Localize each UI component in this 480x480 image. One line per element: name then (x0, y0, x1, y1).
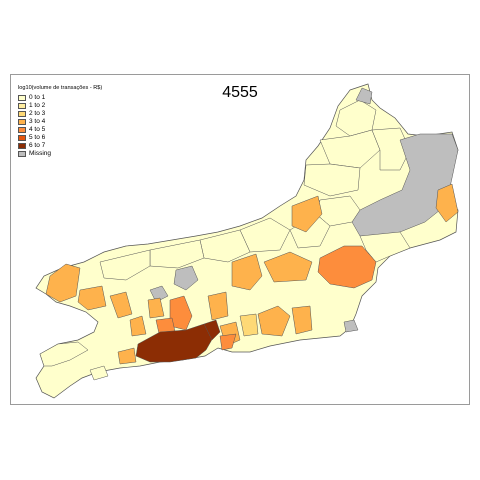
municipality (77, 285, 107, 311)
legend-label: 2 to 3 (29, 110, 46, 117)
municipality (99, 249, 151, 281)
legend-item: 6 to 7 (18, 142, 102, 150)
municipality (435, 183, 459, 223)
legend-item: 2 to 3 (18, 110, 102, 118)
municipality (303, 163, 361, 197)
map-title: 4555 (222, 84, 258, 101)
municipality (109, 291, 133, 319)
legend-item: 1 to 2 (18, 102, 102, 110)
municipality-missing (173, 265, 199, 291)
legend-item: 5 to 6 (18, 134, 102, 142)
municipality (89, 365, 109, 381)
municipality (129, 315, 147, 337)
legend-swatch (18, 95, 26, 101)
municipality (263, 251, 313, 283)
municipality (39, 341, 89, 367)
municipality (207, 291, 229, 321)
legend-label: 3 to 4 (29, 118, 46, 125)
legend-label: 5 to 6 (29, 134, 46, 141)
legend-label: 0 to 1 (29, 94, 46, 101)
municipality (135, 323, 215, 363)
municipality (219, 333, 237, 351)
municipality-missing (343, 319, 359, 333)
legend-swatch (18, 127, 26, 133)
legend-item: Missing (18, 150, 102, 158)
legend: log10(volume de transações - R$) 0 to 1 … (18, 85, 102, 158)
municipality (359, 231, 411, 263)
legend-item: 3 to 4 (18, 118, 102, 126)
municipality (239, 313, 259, 337)
municipality (291, 305, 313, 335)
legend-swatch (18, 111, 26, 117)
legend-swatch (18, 151, 26, 157)
legend-title: log10(volume de transações - R$) (18, 85, 103, 91)
municipality (203, 319, 221, 341)
municipality (147, 297, 165, 319)
legend-swatch (18, 135, 26, 141)
legend-label: Missing (29, 150, 52, 157)
municipality (117, 347, 137, 365)
legend-swatch (18, 103, 26, 109)
municipality (291, 195, 323, 233)
legend-item: 4 to 5 (18, 126, 102, 134)
municipality-missing (149, 285, 169, 303)
municipality (371, 127, 411, 171)
municipality-missing (355, 87, 373, 105)
municipality (45, 263, 81, 303)
legend-label: 4 to 5 (29, 126, 46, 133)
legend-swatch (18, 143, 26, 149)
legend-swatch (18, 119, 26, 125)
municipality (231, 253, 263, 291)
legend-label: 1 to 2 (29, 102, 46, 109)
legend-label: 6 to 7 (29, 142, 46, 149)
municipality (257, 305, 291, 337)
municipality (317, 245, 377, 289)
legend-item: 0 to 1 (18, 94, 102, 102)
